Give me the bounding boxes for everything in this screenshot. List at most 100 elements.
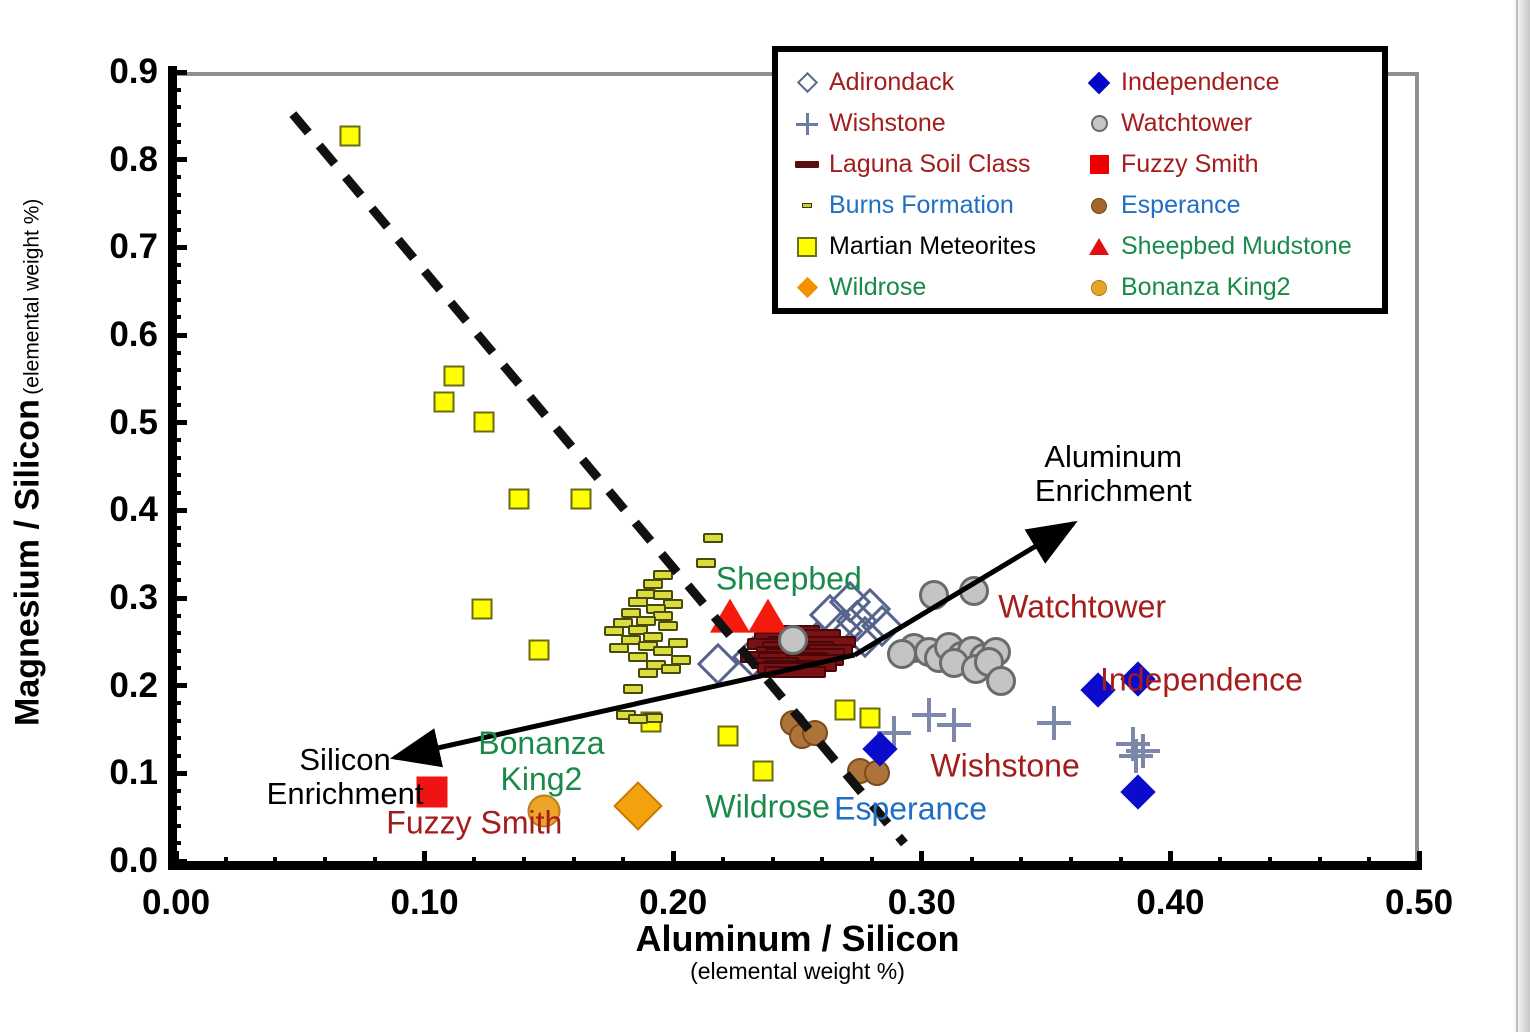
data-point-martian-meteorites <box>834 699 856 721</box>
y-tick-major <box>168 770 187 776</box>
x-tick-minor <box>1118 857 1123 870</box>
data-point-burns-formation <box>623 684 644 695</box>
marker-glyph <box>796 276 818 299</box>
data-point-martian-meteorites <box>570 488 592 510</box>
data-point-watchtower <box>959 575 989 606</box>
y-tick-minor <box>168 613 181 618</box>
x-tick-major <box>173 851 179 870</box>
legend-item-adirondack[interactable]: Adirondack <box>794 62 1076 103</box>
esperance-annotation: Esperance <box>834 791 987 827</box>
y-tick-major <box>168 157 187 163</box>
legend-label: Wishstone <box>829 109 946 137</box>
data-point-adirondack <box>696 642 740 685</box>
annotation-line: Bonanza <box>478 725 605 762</box>
y-tick-minor <box>168 736 181 741</box>
wildrose-annotation: Wildrose <box>705 788 829 824</box>
x-tick-label: 0.10 <box>390 883 459 922</box>
annotation-line: Enrichment <box>1034 472 1192 508</box>
legend-item-esperance[interactable]: Esperance <box>1086 185 1368 226</box>
data-point-burns-formation <box>628 713 649 724</box>
annotation-line: King2 <box>500 760 583 797</box>
marker-glyph <box>1089 238 1109 255</box>
legend-item-fuzzy-smith[interactable]: Fuzzy Smith <box>1086 144 1368 185</box>
x-tick-minor <box>1218 857 1223 870</box>
x-tick-minor <box>720 857 725 870</box>
legend-label: Sheepbed Mudstone <box>1121 232 1352 260</box>
data-point-martian-meteorites <box>717 725 739 747</box>
y-tick-minor <box>168 280 181 285</box>
x-tick-minor <box>1317 857 1322 870</box>
legend-marker-diamond-open-icon <box>794 71 820 94</box>
x-tick-minor <box>223 857 228 870</box>
data-point-martian-meteorites <box>433 391 455 413</box>
x-tick-minor <box>372 857 377 870</box>
y-tick-minor <box>168 648 181 653</box>
plot-frame-right <box>1415 72 1419 861</box>
legend-item-wildrose[interactable]: Wildrose <box>794 267 1076 308</box>
x-tick-minor <box>1367 857 1372 870</box>
x-tick-major <box>1416 851 1422 870</box>
data-point-burns-formation <box>653 611 674 622</box>
legend-marker-square-red-icon <box>1086 155 1112 174</box>
y-axis-title-sub: (elemental weight %) <box>20 198 44 395</box>
y-tick-minor <box>168 105 181 110</box>
legend-marker-triangle-red-icon <box>1086 238 1112 255</box>
legend-item-laguna-soil-class[interactable]: Laguna Soil Class <box>794 144 1076 185</box>
y-tick-minor <box>168 753 181 758</box>
data-point-wishstone <box>1126 733 1161 768</box>
data-point-burns-formation <box>695 557 716 568</box>
legend-item-burns-formation[interactable]: Burns Formation <box>794 185 1076 226</box>
x-tick-minor <box>820 857 825 870</box>
marker-glyph <box>796 112 818 135</box>
independence-annotation: Independence <box>1100 661 1303 697</box>
data-point-burns-formation <box>608 642 629 653</box>
bonanza-king2-annotation: Bonanza King2 <box>478 725 605 797</box>
x-tick-major <box>670 851 676 870</box>
y-tick-minor <box>168 823 181 828</box>
legend-label: Bonanza King2 <box>1121 273 1291 301</box>
page-edge-shadow <box>1512 0 1530 1032</box>
legend-item-watchtower[interactable]: Watchtower <box>1086 103 1368 144</box>
y-tick-minor <box>168 841 181 846</box>
y-tick-minor <box>168 87 181 92</box>
legend-item-independence[interactable]: Independence <box>1086 62 1368 103</box>
y-tick-minor <box>168 368 181 373</box>
data-point-independence <box>1120 774 1156 810</box>
legend-item-martian-meteorites[interactable]: Martian Meteorites <box>794 226 1076 267</box>
x-tick-minor <box>571 857 576 870</box>
y-tick-major <box>168 332 187 338</box>
y-tick-minor <box>168 543 181 548</box>
x-tick-label: 0.00 <box>141 883 211 922</box>
data-point-burns-formation <box>702 533 723 544</box>
legend-marker-circle-gray-icon <box>1086 115 1112 132</box>
data-point-burns-formation <box>638 668 659 679</box>
x-tick-major <box>919 851 925 870</box>
data-point-burns-formation <box>643 578 664 589</box>
legend-item-wishstone[interactable]: Wishstone <box>794 103 1076 144</box>
y-tick-label: 0.0 <box>109 841 158 880</box>
legend-label: Laguna Soil Class <box>829 150 1031 178</box>
y-tick-major <box>168 507 187 513</box>
y-tick-minor <box>168 718 181 723</box>
wishstone-annotation: Wishstone <box>930 748 1079 784</box>
data-point-martian-meteorites <box>443 365 465 387</box>
x-tick-label: 0.40 <box>1136 883 1205 922</box>
x-tick-minor <box>621 857 626 870</box>
marker-glyph <box>802 203 812 208</box>
y-tick-minor <box>168 788 181 793</box>
legend-marker-circle-brown-icon <box>1086 197 1112 214</box>
y-tick-label: 0.2 <box>109 665 158 705</box>
legend-label: Watchtower <box>1121 109 1253 137</box>
x-tick-minor <box>472 857 477 870</box>
legend-item-bonanza-king2[interactable]: Bonanza King2 <box>1086 267 1368 308</box>
silicon-enrichment-label: Silicon Enrichment <box>267 743 424 811</box>
legend-item-sheepbed-mudstone[interactable]: Sheepbed Mudstone <box>1086 226 1368 267</box>
data-point-watchtower <box>919 580 950 611</box>
y-tick-minor <box>168 140 181 145</box>
marker-glyph <box>1091 279 1107 296</box>
y-tick-minor <box>168 122 181 127</box>
y-tick-minor <box>168 806 181 811</box>
legend-label: Martian Meteorites <box>829 232 1037 260</box>
y-tick-major <box>168 420 187 426</box>
annotation-line: Watchtower <box>998 588 1167 625</box>
